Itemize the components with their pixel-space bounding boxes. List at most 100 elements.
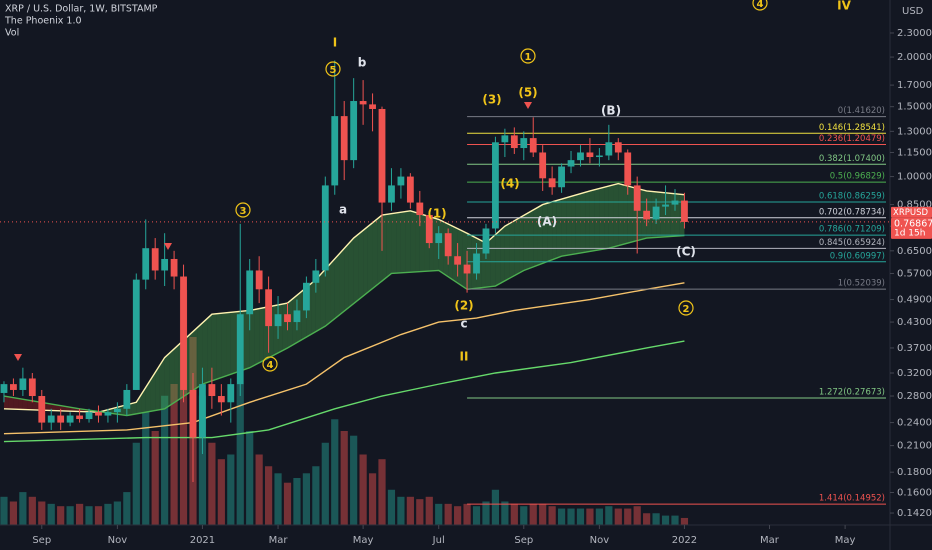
ma-cloud — [377, 215, 383, 285]
candle-body — [180, 276, 187, 390]
ma-cloud — [504, 223, 510, 281]
fib-label: 0(1.41620) — [838, 106, 885, 116]
chart-title: XRP / U.S. Dollar, 1W, BITSTAMP — [5, 4, 158, 15]
candle-body — [501, 135, 509, 143]
candle-body — [208, 384, 216, 397]
ma-cloud — [552, 200, 557, 260]
wave-circle — [262, 356, 278, 372]
volume-bar — [680, 517, 689, 525]
wave-label: (1) — [427, 207, 446, 221]
volume-bar — [246, 431, 254, 525]
ma-cloud — [51, 404, 56, 411]
volume-bar — [605, 506, 613, 525]
x-tick-label: 2021 — [190, 535, 215, 546]
ma-cloud — [226, 312, 231, 376]
volume-bar — [614, 508, 622, 525]
volume-bar — [567, 508, 575, 525]
volume-bar — [94, 506, 103, 525]
wave-label: 3 — [240, 206, 247, 217]
volume-bar — [491, 489, 500, 525]
volume-bar — [179, 290, 188, 525]
wave-label: IV — [837, 0, 851, 13]
ma-cloud — [192, 327, 198, 391]
countdown: 1d 15h — [894, 228, 925, 238]
ma-cloud — [627, 186, 633, 244]
ma-cloud — [32, 400, 38, 410]
candle-body — [0, 384, 8, 393]
candle-body — [369, 104, 376, 109]
fib-label: 1.272(0.27673) — [819, 388, 885, 398]
volume-bar — [151, 431, 159, 525]
wave-label: 4 — [267, 360, 274, 371]
ma-cloud — [528, 209, 534, 269]
volume-bar — [321, 442, 329, 525]
candle-body — [38, 396, 46, 423]
wave-label: 5 — [330, 65, 337, 76]
candle-body — [595, 155, 603, 158]
volume-label: Vol — [5, 28, 19, 39]
ma-cloud — [608, 184, 614, 249]
ma-cloud — [594, 188, 600, 251]
ma-cloud — [216, 313, 222, 380]
plot-area: 0(1.41620) 0.146(1.28541)0.236(1.20479) 0.… — [0, 0, 890, 525]
ma-cloud — [145, 379, 151, 413]
volume-bar — [368, 473, 377, 525]
indicator-line — [3, 340, 685, 443]
ma-cloud — [188, 331, 193, 394]
ma-cloud — [467, 233, 472, 290]
candle-body — [199, 384, 206, 438]
volume-bar — [132, 442, 140, 525]
volume-bar — [501, 501, 509, 525]
candle-body — [548, 178, 556, 188]
ma-cloud — [391, 212, 397, 274]
ma-cloud — [618, 183, 624, 246]
volume-bar — [633, 506, 641, 525]
candle-body — [558, 166, 565, 188]
candle-body — [492, 142, 499, 229]
volume-bar — [359, 454, 367, 525]
ma-cloud — [433, 217, 439, 271]
ma-cloud — [396, 212, 401, 274]
volume-bar — [9, 501, 18, 525]
volume-bar — [539, 503, 547, 525]
wave-label: 2 — [683, 304, 690, 315]
ma-cloud — [509, 220, 515, 279]
wave-label: a — [339, 203, 347, 217]
volume-bar — [586, 508, 594, 525]
volume-bar — [274, 473, 282, 525]
volume-bar — [548, 506, 556, 525]
wave-label: 1 — [525, 52, 532, 63]
ma-cloud — [27, 400, 33, 410]
candle-body — [95, 412, 102, 416]
candle-body — [577, 152, 584, 161]
ma-cloud — [400, 211, 406, 273]
symbol-tag — [891, 206, 932, 218]
candle-body — [303, 282, 310, 311]
signal-marker — [14, 354, 22, 361]
ma-cloud — [575, 193, 581, 254]
candle-body — [132, 279, 140, 390]
ma-cloud — [462, 230, 468, 290]
volume-bar — [454, 506, 462, 525]
y-tick-label: 2.30000 — [897, 28, 932, 39]
ma-cloud — [22, 399, 28, 410]
x-tick-label: Jul — [432, 535, 445, 546]
volume-bar — [47, 503, 55, 525]
fib-label: 0.236(1.20479) — [819, 134, 885, 144]
volume-bar — [482, 501, 490, 525]
volume-bar — [529, 503, 537, 525]
ma-cloud — [244, 310, 250, 370]
signal-marker — [164, 243, 172, 250]
fib-label: 0.146(1.28541) — [819, 123, 885, 133]
ma-cloud — [495, 230, 501, 287]
candle-body — [444, 233, 452, 257]
volume-bar — [425, 496, 433, 525]
volume-bar — [198, 395, 207, 525]
ma-cloud — [164, 353, 170, 409]
fib-label: 0.702(0.78734) — [819, 207, 885, 217]
ma-cloud — [490, 234, 496, 287]
volume-bar — [340, 431, 348, 525]
